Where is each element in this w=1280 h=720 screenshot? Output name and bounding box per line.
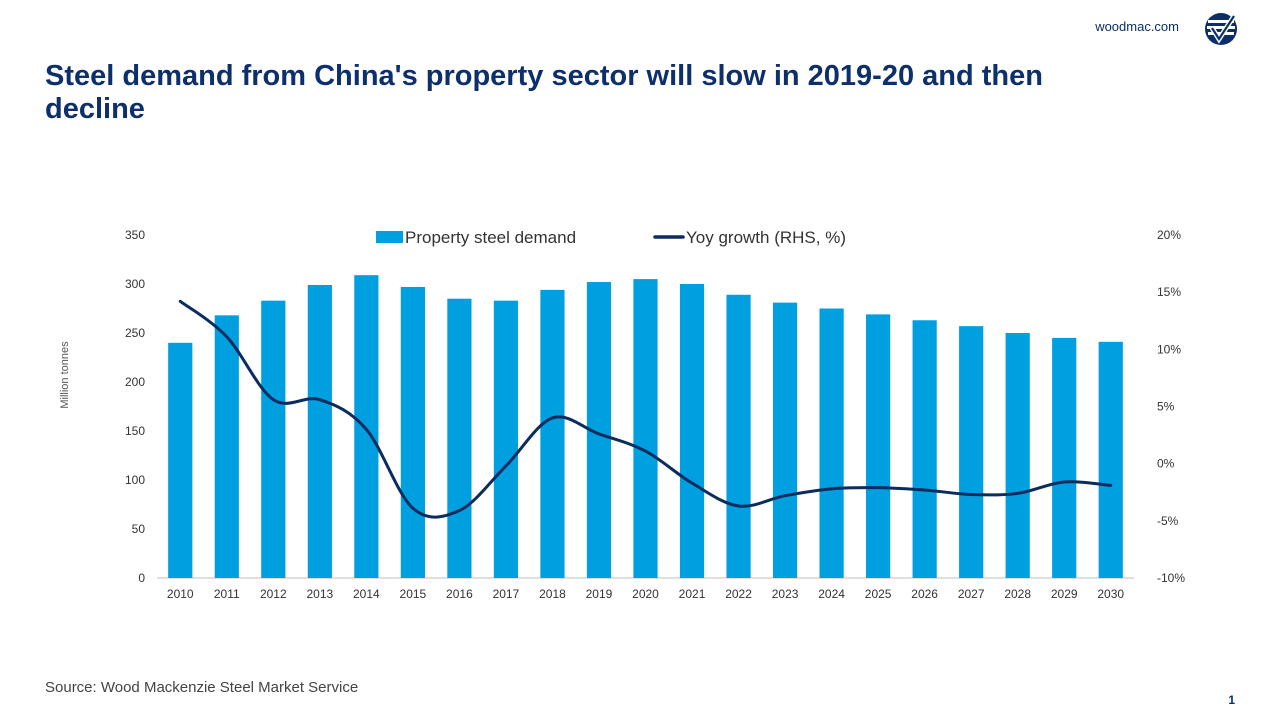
x-tick-label: 2027 [958, 587, 985, 601]
property-steel-chart: 0 50 100 150 200 250 300 350 -10% -5% 0% 5% 10% 15% 2… [59, 228, 1185, 601]
y2-tick-label: 20% [1157, 228, 1181, 242]
bar [1098, 341, 1123, 578]
woodmac-logo-icon [1205, 13, 1237, 45]
legend-label-line: Yoy growth (RHS, %) [686, 228, 846, 247]
y2-tick-label: -5% [1157, 514, 1179, 528]
x-tick-label: 2017 [493, 587, 520, 601]
x-tick-label: 2024 [818, 587, 845, 601]
y2-tick-label: -10% [1157, 571, 1185, 585]
legend-label-bar: Property steel demand [405, 228, 576, 247]
bar [307, 284, 332, 578]
x-tick-label: 2023 [772, 587, 799, 601]
bar [261, 300, 286, 578]
x-tick-label: 2010 [167, 587, 194, 601]
site-url[interactable]: woodmac.com [1095, 19, 1179, 34]
bar-series [168, 275, 1123, 578]
legend-swatch-bar [376, 231, 403, 243]
y-tick-label: 50 [132, 522, 146, 536]
x-tick-label: 2011 [214, 587, 240, 601]
y-tick-label: 0 [138, 571, 145, 585]
y-axis-title: Million tonnes [59, 341, 71, 409]
x-tick-label: 2016 [446, 587, 473, 601]
y-tick-label: 250 [125, 326, 145, 340]
y2-tick-label: 0% [1157, 457, 1175, 471]
x-tick-label: 2014 [353, 587, 380, 601]
x-tick-label: 2026 [911, 587, 938, 601]
x-tick-label: 2018 [539, 587, 566, 601]
bar [1052, 337, 1077, 578]
x-tick-label: 2020 [632, 587, 659, 601]
x-tick-label: 2030 [1097, 587, 1124, 601]
bar [633, 279, 658, 578]
bar [400, 286, 425, 578]
bar [679, 284, 705, 578]
chart-legend: Property steel demand Yoy growth (RHS, %… [376, 228, 846, 247]
y-tick-label: 100 [125, 473, 145, 487]
bar [493, 300, 519, 578]
x-tick-label: 2029 [1051, 587, 1078, 601]
bar [819, 308, 844, 578]
x-tick-label: 2028 [1004, 587, 1031, 601]
bar [447, 298, 472, 578]
x-tick-label: 2012 [260, 587, 287, 601]
y-tick-label: 150 [125, 424, 145, 438]
y2-tick-label: 5% [1157, 400, 1175, 414]
yoy-growth-line [178, 299, 1113, 519]
y-tick-label: 300 [125, 277, 145, 291]
y2-tick-label: 15% [1157, 285, 1181, 299]
bar [726, 294, 751, 578]
source-note: Source: Wood Mackenzie Steel Market Serv… [45, 679, 359, 696]
left-y-axis: 0 50 100 150 200 250 300 350 [125, 228, 145, 585]
x-tick-label: 2015 [400, 587, 427, 601]
bar [214, 315, 239, 578]
bar [912, 320, 937, 578]
bar [959, 326, 984, 578]
bar [540, 289, 565, 578]
bar [772, 302, 798, 578]
page-title: Steel demand from China's property secto… [45, 60, 1043, 125]
y2-tick-label: 10% [1157, 342, 1181, 356]
bar [866, 314, 891, 578]
line-series [178, 299, 1113, 519]
right-y-axis: -10% -5% 0% 5% 10% 15% 20% [1157, 228, 1185, 585]
x-tick-label: 2019 [586, 587, 613, 601]
x-axis: 2010 2011 2012 2013 2014 2015 2016 2017 2018 2019… [157, 577, 1134, 601]
y-tick-label: 200 [125, 375, 145, 389]
bar [168, 342, 193, 578]
page-number: 1 [1228, 693, 1235, 707]
y-tick-label: 350 [125, 228, 145, 242]
x-tick-label: 2013 [306, 587, 333, 601]
x-tick-label: 2022 [725, 587, 752, 601]
bar [354, 275, 379, 578]
x-tick-label: 2025 [865, 587, 892, 601]
bar [1005, 333, 1030, 578]
x-tick-label: 2021 [679, 587, 706, 601]
